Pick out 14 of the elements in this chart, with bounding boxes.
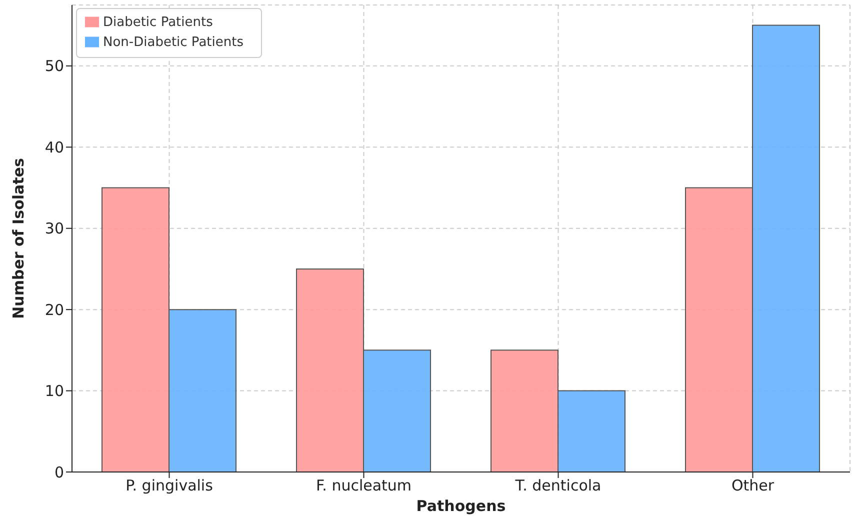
y-tick-label: 10 [44, 382, 64, 400]
x-tick-label: P. gingivalis [126, 476, 214, 495]
x-tick-label: F. nucleatum [316, 476, 412, 495]
x-axis-title: Pathogens [416, 497, 506, 515]
y-tick-label: 40 [44, 138, 64, 156]
legend-label: Non-Diabetic Patients [103, 35, 244, 50]
y-tick-label: 50 [44, 57, 64, 76]
x-tick-label: Other [731, 476, 775, 495]
legend-label: Diabetic Patients [103, 15, 213, 30]
y-tick-label: 30 [44, 220, 64, 238]
y-tick-label: 20 [44, 300, 64, 319]
y-tick-label: 0 [54, 463, 64, 482]
y-axis-title: Number of Isolates [9, 158, 28, 319]
x-tick-label: T. denticola [514, 476, 602, 495]
